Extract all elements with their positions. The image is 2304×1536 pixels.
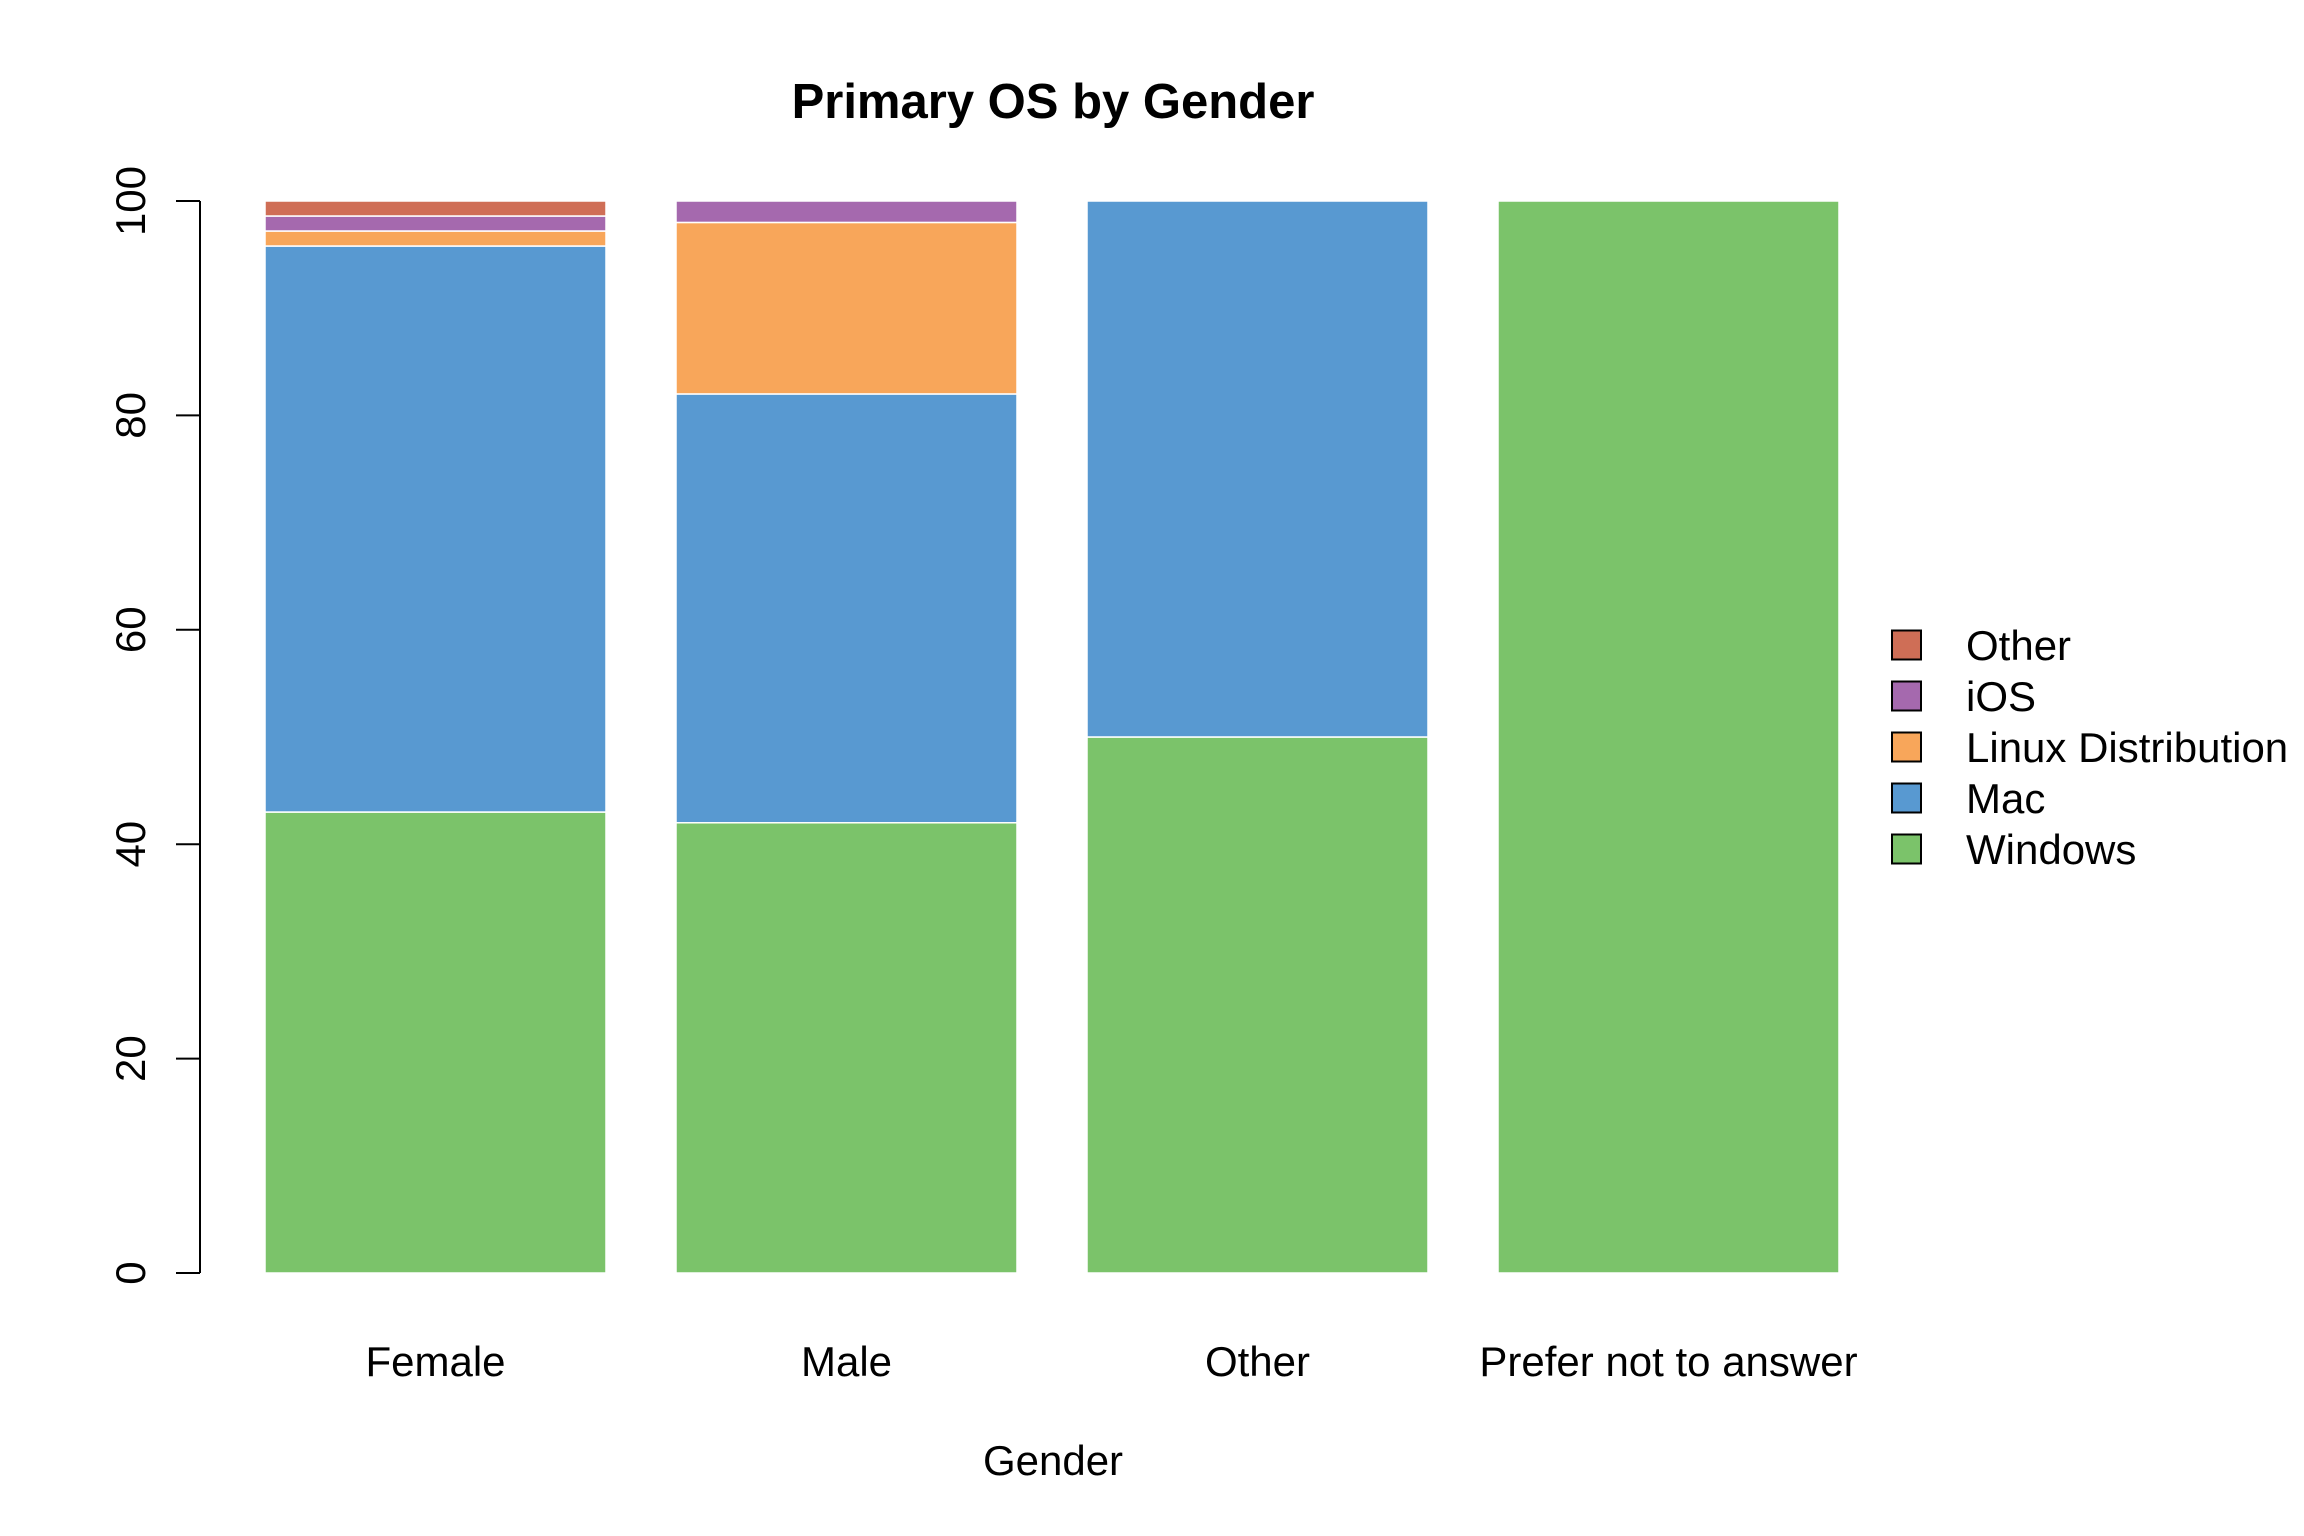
bar-segment-ios: [675, 200, 1018, 224]
legend-swatch: [1891, 680, 1922, 712]
y-tick-label: 20: [107, 1035, 154, 1082]
x-tick-label: Other: [1205, 1338, 1310, 1385]
bar-segment-windows: [264, 811, 607, 1274]
legend-label: Linux Distribution: [1966, 724, 2288, 771]
x-axis-label: Gender: [983, 1437, 1123, 1484]
x-tick-labels: Female Male Other Prefer not to answer: [365, 1338, 1857, 1385]
bar-segment-linux-distribution: [264, 230, 607, 247]
x-tick-label: Female: [365, 1338, 505, 1385]
x-tick-label: Male: [801, 1338, 892, 1385]
bar-segment-ios: [264, 215, 607, 232]
y-axis: 0 20 40 60 80 100: [107, 166, 201, 1285]
bar-segment-other: [264, 200, 607, 217]
legend-swatch: [1891, 782, 1922, 814]
bar-segment-mac: [264, 245, 607, 813]
legend-label: Other: [1966, 622, 2071, 669]
bar-segment-mac: [675, 393, 1018, 824]
x-tick-label: Prefer not to answer: [1479, 1338, 1857, 1385]
y-tick-label: 80: [107, 392, 154, 439]
bar-segment-windows: [1086, 736, 1429, 1274]
bar-segment-windows: [1497, 200, 1840, 1274]
bars-group: [264, 200, 1840, 1274]
chart-title: Primary OS by Gender: [792, 75, 1315, 129]
bar-segment-linux-distribution: [675, 221, 1018, 395]
y-tick-label: 100: [107, 166, 154, 236]
legend-swatch: [1891, 629, 1922, 661]
legend-label: Mac: [1966, 775, 2045, 822]
y-tick-label: 40: [107, 821, 154, 868]
legend-label: iOS: [1966, 673, 2036, 720]
bar-segment-windows: [675, 822, 1018, 1274]
y-tick-label: 0: [107, 1261, 154, 1284]
legend-swatch: [1891, 833, 1922, 865]
legend-label: Windows: [1966, 826, 2136, 873]
bar-segment-mac: [1086, 200, 1429, 738]
legend-swatch: [1891, 731, 1922, 763]
y-tick-label: 60: [107, 606, 154, 653]
